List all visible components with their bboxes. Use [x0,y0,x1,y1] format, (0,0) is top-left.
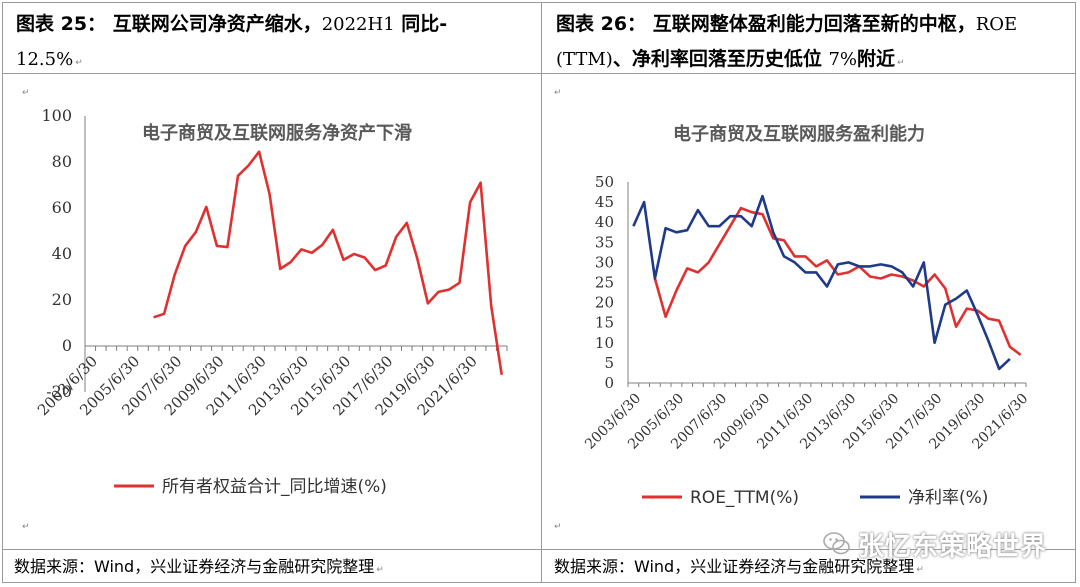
right-title-prefix: 图表 26： [556,13,647,35]
chart-title: 电子商贸及互联网服务盈利能力 [673,123,925,145]
y-tick-label: 40 [595,213,614,231]
y-tick-label: 35 [595,233,614,251]
left-panel: 图表 25： 互联网公司净资产缩水，2022H1 同比- 12.5% ↵ ↵ 电子… [2,2,541,583]
right-panel: 图表 26： 互联网整体盈利能力回落至新的中枢，ROE (TTM)、净利率回落至… [542,2,1076,583]
y-tick-label: 15 [595,314,614,332]
right-title-line2-main: 、净利率回落至历史低位 [612,48,822,70]
y-tick-label: 80 [52,152,72,171]
y-tick-label: 50 [595,173,614,191]
title-divider [2,73,1076,74]
series-line-0 [153,150,503,375]
right-title-tail: 附近 [857,48,896,70]
y-tick-label: 25 [595,274,614,292]
source-divider [2,549,1076,550]
series-line-1 [632,194,1011,371]
watermark-text: 张忆东策略世界 [858,531,1048,562]
left-source-text: 数据来源：Wind，兴业证券经济与金融研究院整理 [14,557,375,576]
left-title-period: 2022H1 [321,14,395,35]
left-title-line2: 12.5% [16,49,74,70]
watermark: 张忆东策略世界 [822,524,1052,564]
right-title-pct: 7% [828,49,858,70]
left-title-main: 互联网公司净资产缩水， [112,13,322,35]
right-chart: 电子商贸及互联网服务盈利能力504540353025201510502003/6… [582,123,1031,508]
right-figure-title: 图表 26： 互联网整体盈利能力回落至新的中枢，ROE (TTM)、净利率回落至… [556,13,1018,70]
left-title-tail: 同比- [401,13,448,35]
right-source-text: 数据来源：Wind，兴业证券经济与金融研究院整理 [554,557,915,576]
legend-label-1: 净利率(%) [908,488,988,508]
chart-title: 电子商贸及互联网服务净资产下滑 [142,122,412,144]
y-tick-label: 60 [52,198,72,217]
series-line-0 [653,206,1022,356]
right-title-roe: ROE [975,14,1018,35]
y-tick-label: 20 [595,294,614,312]
right-title-ttm: (TTM) [556,49,613,70]
y-tick-label: 45 [595,193,614,211]
y-tick-label: 20 [52,290,72,309]
y-tick-label: 5 [604,354,614,372]
left-figure-title: 图表 25： 互联网公司净资产缩水，2022H1 同比- 12.5% ↵ [16,13,448,70]
y-tick-label: 100 [41,106,72,125]
legend-label-0: ROE_TTM(%) [690,488,799,508]
legend-label-0: 所有者权益合计_同比增速(%) [162,477,387,497]
y-tick-label: 0 [604,374,614,392]
y-tick-label: 10 [595,334,614,352]
panel-divider [541,2,542,583]
right-title-main: 互联网整体盈利能力回落至新的中枢， [652,13,976,35]
wechat-logo-icon [823,532,850,555]
right-source-note: 数据来源：Wind，兴业证券经济与金融研究院整理 ↵ [554,557,924,576]
y-tick-label: -20 [46,382,72,401]
left-source-note: 数据来源：Wind，兴业证券经济与金融研究院整理 ↵ [14,557,384,576]
left-title-prefix: 图表 25： [16,13,107,35]
y-tick-label: 30 [595,253,614,271]
y-tick-label: 40 [52,244,72,263]
left-chart: 电子商贸及互联网服务净资产下滑100806040200-202003/6/302… [34,106,508,497]
y-tick-label: 0 [62,336,72,355]
